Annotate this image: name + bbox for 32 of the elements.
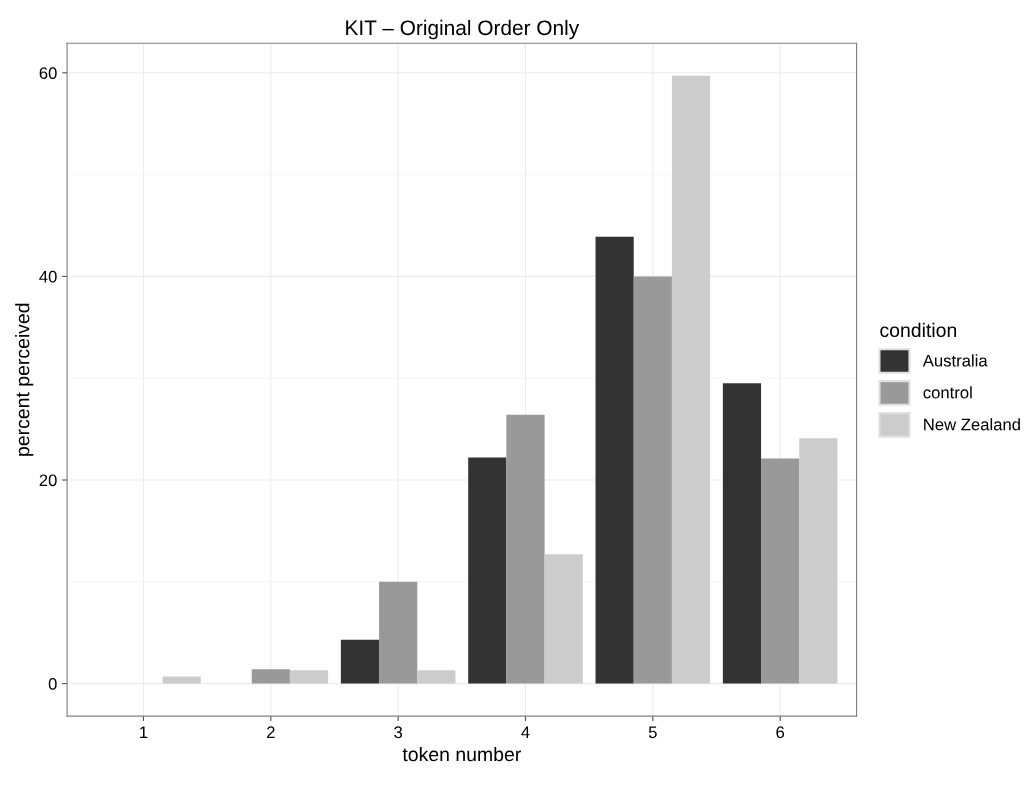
bar: [761, 458, 800, 684]
y-tick-label: 60: [39, 67, 57, 80]
bar: [595, 236, 634, 684]
y-tick-label: 20: [39, 474, 57, 487]
bar: [340, 639, 380, 684]
x-tick-label: 5: [648, 726, 657, 739]
bar: [671, 75, 711, 684]
bar: [544, 554, 583, 684]
legend-label: Australia: [922, 354, 988, 367]
legend-title: condition: [880, 322, 957, 338]
bar: [162, 676, 201, 684]
bar: [289, 670, 329, 684]
x-tick-label: 1: [140, 726, 148, 738]
bar: [633, 276, 672, 684]
x-tick-label: 4: [521, 726, 530, 738]
y-tick-label: 40: [39, 270, 57, 283]
bar: [799, 438, 838, 684]
bar: [722, 383, 762, 684]
chart-title: KIT – Original Order Only: [346, 19, 580, 40]
y-tick-label: 0: [48, 678, 57, 690]
bar: [379, 581, 418, 684]
x-axis-title: token number: [402, 746, 521, 762]
x-tick-label: 6: [776, 726, 785, 739]
bar: [417, 670, 456, 684]
bar: [468, 457, 507, 684]
x-tick-label: 2: [267, 726, 275, 738]
legend-label: New Zealand: [924, 418, 1020, 431]
bar: [251, 669, 290, 684]
x-tick-label: 3: [394, 726, 403, 739]
legend-label: control: [923, 386, 972, 399]
bar: [506, 414, 545, 684]
y-axis-title: percent perceived: [15, 303, 34, 456]
